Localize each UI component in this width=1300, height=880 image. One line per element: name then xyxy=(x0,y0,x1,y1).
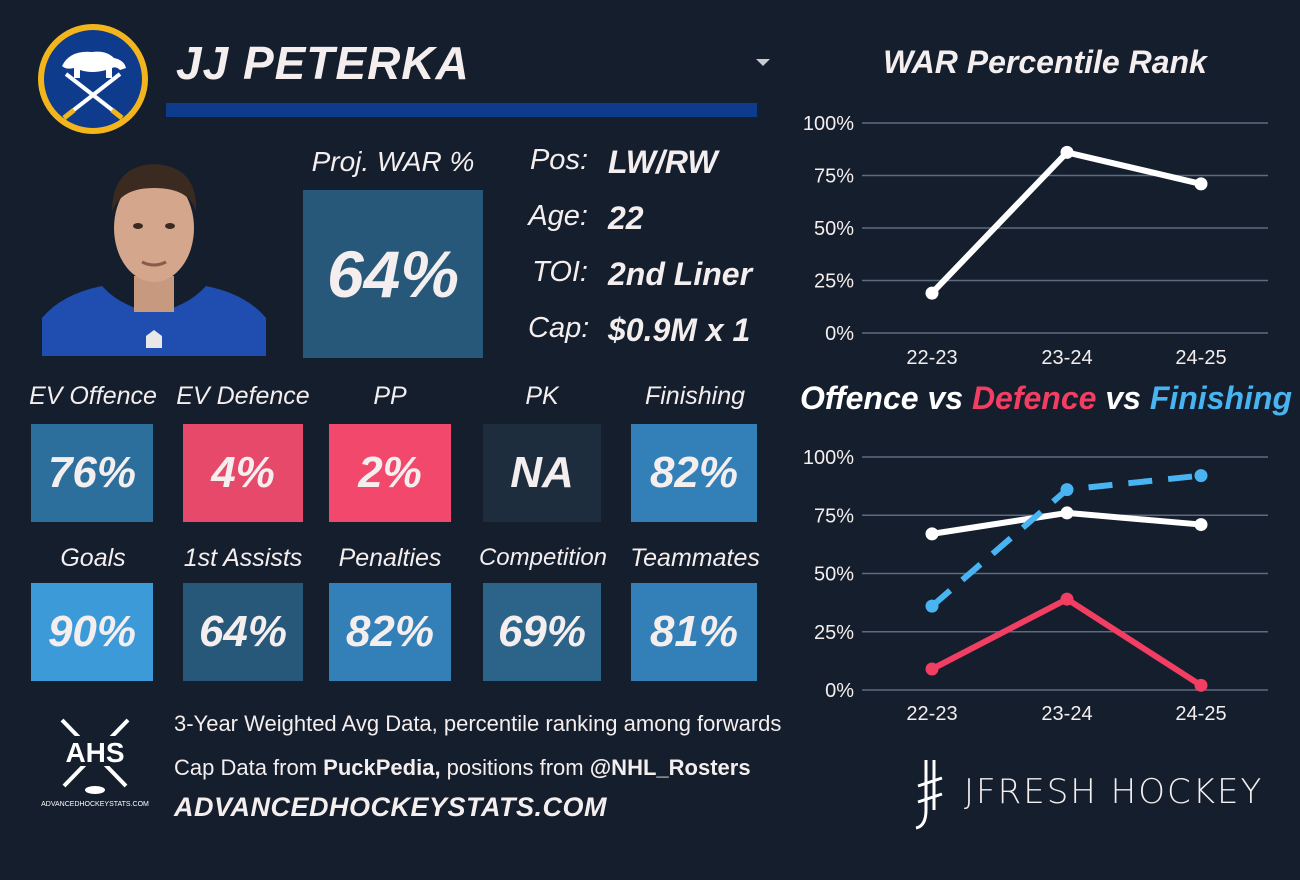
ovdvf-chart-point-defence xyxy=(925,662,939,676)
ovdvf-chart-ytick-label: 0% xyxy=(825,680,854,702)
footer-source-middle: positions from xyxy=(440,755,590,780)
jfresh-brand: JFRESH HOCKEY xyxy=(964,772,1264,812)
metric-label-pp: PP xyxy=(373,382,407,410)
title-vs-2: vs xyxy=(1096,380,1150,416)
war-chart-point-0 xyxy=(1060,145,1074,159)
ovdvf-chart-ytick-label: 100% xyxy=(803,447,854,469)
war-chart-xtick-label: 24-25 xyxy=(1175,347,1226,369)
metric-tile-teammates: 81% xyxy=(631,583,757,681)
player-name: JJ PETERKA xyxy=(176,37,470,89)
metric-label-penalties: Penalties xyxy=(338,544,442,572)
war-chart-series-line-0 xyxy=(929,149,1202,296)
ovdvf-chart-point-defence xyxy=(1060,592,1074,606)
metric-tile-pp: 2% xyxy=(329,424,451,522)
footer-source-prefix: Cap Data from xyxy=(174,755,324,780)
metric-label-competition: Competition xyxy=(478,544,608,571)
war-chart-xtick-label: 23-24 xyxy=(1041,347,1092,369)
metric-label-ev-defence: EV Defence xyxy=(176,382,310,410)
title-vs-1: vs xyxy=(918,380,972,416)
footer-source-note: Cap Data from PuckPedia, positions from … xyxy=(174,755,751,781)
proj-war-value: 64% xyxy=(303,190,483,358)
caret-down-icon[interactable] xyxy=(754,56,772,68)
info-age-value: 22 xyxy=(608,200,644,236)
info-toi-key: TOI: xyxy=(532,256,588,288)
metric-tile-pk: NA xyxy=(483,424,601,522)
info-toi-value: 2nd Liner xyxy=(608,256,753,292)
metric-label-1st-assists: 1st Assists xyxy=(183,544,303,572)
info-cap-key: Cap: xyxy=(528,312,590,344)
metric-tile-ev-offence: 76% xyxy=(31,424,153,522)
metric-tile-goals: 90% xyxy=(31,583,153,681)
name-underline xyxy=(166,103,757,117)
war-chart-point-0 xyxy=(1194,177,1208,191)
footer-source-nhl-rosters: @NHL_Rosters xyxy=(589,755,751,780)
offence-defence-finishing-chart: 0% 25% 50% 75% 100% 22-23 23-24 24-25 xyxy=(803,447,1268,725)
title-defence: Defence xyxy=(971,380,1097,416)
ahs-logo-text: AHS xyxy=(65,737,124,768)
war-chart-ytick-label: 0% xyxy=(825,323,854,345)
ovdvf-chart-ytick-label: 25% xyxy=(814,622,854,644)
ovdvf-chart-point-offence xyxy=(1060,506,1074,520)
ovdvf-chart-ytick-label: 75% xyxy=(814,505,854,527)
info-pos-key: Pos: xyxy=(529,144,588,176)
sabres-logo-icon xyxy=(38,24,148,134)
war-chart-point-0 xyxy=(925,286,939,300)
ovdvf-chart-point-finishing xyxy=(925,599,939,613)
ahs-logo-icon: AHS ADVANCEDHOCKEYSTATS.COM xyxy=(41,718,149,808)
ovdvf-chart-ytick-label: 50% xyxy=(814,564,854,586)
jfresh-mark-icon xyxy=(915,760,943,830)
metric-tile-competition: 69% xyxy=(483,583,601,681)
war-chart-xtick-label: 22-23 xyxy=(906,347,957,369)
war-percentile-chart: 0% 25% 50% 75% 100% 22-23 23-24 24-25 xyxy=(803,113,1268,369)
ahs-logo-subtext: ADVANCEDHOCKEYSTATS.COM xyxy=(41,801,149,808)
war-chart-ytick-label: 50% xyxy=(814,218,854,240)
ovdvf-chart-xtick-label: 22-23 xyxy=(906,703,957,725)
footer-data-note: 3-Year Weighted Avg Data, percentile ran… xyxy=(174,711,782,736)
metric-label-goals: Goals xyxy=(60,544,126,572)
war-chart-ytick-label: 25% xyxy=(814,271,854,293)
info-pos-value: LW/RW xyxy=(608,144,718,180)
footer-site: ADVANCEDHOCKEYSTATS.COM xyxy=(174,792,608,822)
ovdvf-chart-xtick-label: 24-25 xyxy=(1175,703,1226,725)
info-age-key: Age: xyxy=(528,200,588,232)
metric-label-teammates: Teammates xyxy=(630,544,760,572)
ovdvf-chart-point-defence xyxy=(1194,678,1208,692)
ovdvf-chart-series-line-defence xyxy=(930,596,1203,688)
metric-tile-ev-defence: 4% xyxy=(183,424,303,522)
title-finishing: Finishing xyxy=(1149,380,1293,416)
war-chart-ytick-label: 75% xyxy=(814,166,854,188)
ovdvf-chart-point-offence xyxy=(1194,518,1208,532)
metric-label-ev-offence: EV Offence xyxy=(29,382,157,410)
ovdvf-chart-point-finishing xyxy=(1060,483,1074,497)
war-chart-ytick-label: 100% xyxy=(803,113,854,135)
info-cap-value: $0.9M x 1 xyxy=(608,312,751,348)
proj-war-label: Proj. WAR % xyxy=(311,146,475,177)
metric-label-pk: PK xyxy=(525,382,559,410)
footer-source-puckpedia: PuckPedia, xyxy=(323,755,441,780)
metric-tile-1st-assists: 64% xyxy=(183,583,303,681)
ovdvf-chart-xtick-label: 23-24 xyxy=(1041,703,1092,725)
war-chart-title: WAR Percentile Rank xyxy=(883,44,1207,80)
ovdvf-chart-title: Offence vs Defence vs Finishing xyxy=(800,380,1293,417)
metric-label-finishing: Finishing xyxy=(644,382,746,410)
ovdvf-chart-point-offence xyxy=(925,527,939,541)
ovdvf-chart-point-finishing xyxy=(1194,469,1208,483)
metric-tile-finishing: 82% xyxy=(631,424,757,522)
player-headshot xyxy=(42,164,266,356)
title-offence: Offence xyxy=(800,380,919,416)
metric-tile-penalties: 82% xyxy=(329,583,451,681)
